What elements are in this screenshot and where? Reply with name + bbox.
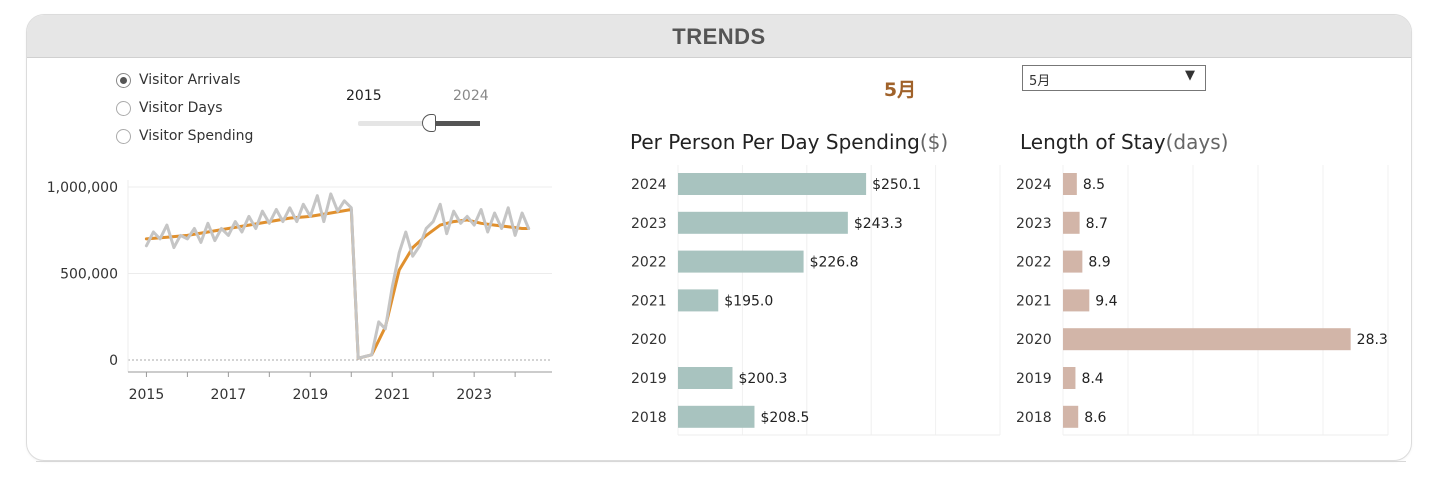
stay-value-label: 9.4 [1095,293,1117,309]
metric-radio-group: Visitor Arrivals Visitor Days Visitor Sp… [116,66,253,150]
stay-chart-title: Length of Stay(days) [1020,130,1228,154]
radio-unselected-icon [116,128,131,144]
stay-category-label: 2022 [1016,255,1052,271]
spending-chart-title: Per Person Per Day Spending($) [630,130,948,154]
header-bar: TRENDS [27,15,1411,58]
chevron-down-icon: ▼ [1185,68,1195,83]
stay-bar [1063,405,1079,428]
spending-category-label: 2021 [631,293,667,309]
spending-bar [678,173,867,195]
spending-bar [678,250,804,273]
arrivals-series-line [144,192,531,360]
x-tick-label: 2023 [456,387,492,403]
spending-category-label: 2018 [631,410,667,426]
radio-visitor-days[interactable]: Visitor Days [116,94,253,122]
year-slider-fill [430,121,480,126]
x-tick-label: 2021 [374,387,410,403]
stay-category-label: 2018 [1016,410,1052,426]
spending-category-label: 2023 [631,216,667,232]
x-tick-label: 2019 [292,387,328,403]
year-slider-handle[interactable] [422,114,436,132]
spending-category-label: 2019 [631,371,667,387]
month-select-value: 5月 [1029,74,1051,89]
spending-value-label: $200.3 [738,371,787,387]
stay-bar [1063,367,1076,389]
spending-bar [678,367,733,389]
radio-label: Visitor Spending [139,128,254,144]
spending-value-label: $250.1 [872,177,921,193]
spending-bar [678,211,848,234]
spending-category-label: 2022 [631,255,667,271]
radio-unselected-icon [116,100,131,116]
stay-category-label: 2023 [1016,216,1052,232]
stay-category-label: 2020 [1016,332,1052,348]
stay-category-label: 2024 [1016,177,1052,193]
stay-bar [1063,250,1083,273]
stay-category-label: 2019 [1016,371,1052,387]
divider [36,461,1406,462]
stay-bar [1063,211,1080,234]
page-title: TRENDS [672,24,766,49]
radio-visitor-arrivals[interactable]: Visitor Arrivals [116,66,253,94]
stay-title-text: Length of Stay [1020,130,1166,154]
y-tick-label: 1,000,000 [47,180,118,196]
stay-value-label: 8.4 [1081,371,1103,387]
spending-value-label: $208.5 [760,410,809,426]
month-title: 5月 [883,79,917,101]
stay-bar [1063,173,1077,195]
stay-value-label: 8.7 [1086,216,1108,232]
spending-bar [678,405,755,428]
spending-value-label: $226.8 [810,255,859,271]
stay-value-label: 8.6 [1084,410,1106,426]
stay-value-label: 8.9 [1088,255,1110,271]
stay-value-label: 8.5 [1083,177,1105,193]
year-range-start: 2015 [346,88,382,104]
radio-label: Visitor Days [139,100,223,116]
spending-value-label: $195.0 [724,293,773,309]
y-tick-label: 0 [109,353,118,369]
stay-title-unit: (days) [1165,130,1229,154]
spending-title-unit: ($) [919,130,949,154]
spending-bar [678,289,719,312]
stay-category-label: 2021 [1016,293,1052,309]
y-tick-label: 500,000 [60,267,118,283]
spending-category-label: 2020 [631,332,667,348]
spending-value-label: $243.3 [854,216,903,232]
stay-bar [1063,328,1351,351]
year-range-end: 2024 [453,88,489,104]
stay-bar [1063,289,1090,312]
radio-selected-icon [116,72,131,88]
x-tick-label: 2015 [129,387,165,403]
spending-category-label: 2024 [631,177,667,193]
month-select[interactable]: 5月 ▼ [1022,65,1206,91]
stay-value-label: 28.3 [1357,332,1388,348]
spending-title-text: Per Person Per Day Spending [630,130,920,154]
radio-visitor-spending[interactable]: Visitor Spending [116,122,253,150]
radio-label: Visitor Arrivals [139,72,241,88]
x-tick-label: 2017 [211,387,247,403]
year-slider-track[interactable] [358,121,480,126]
